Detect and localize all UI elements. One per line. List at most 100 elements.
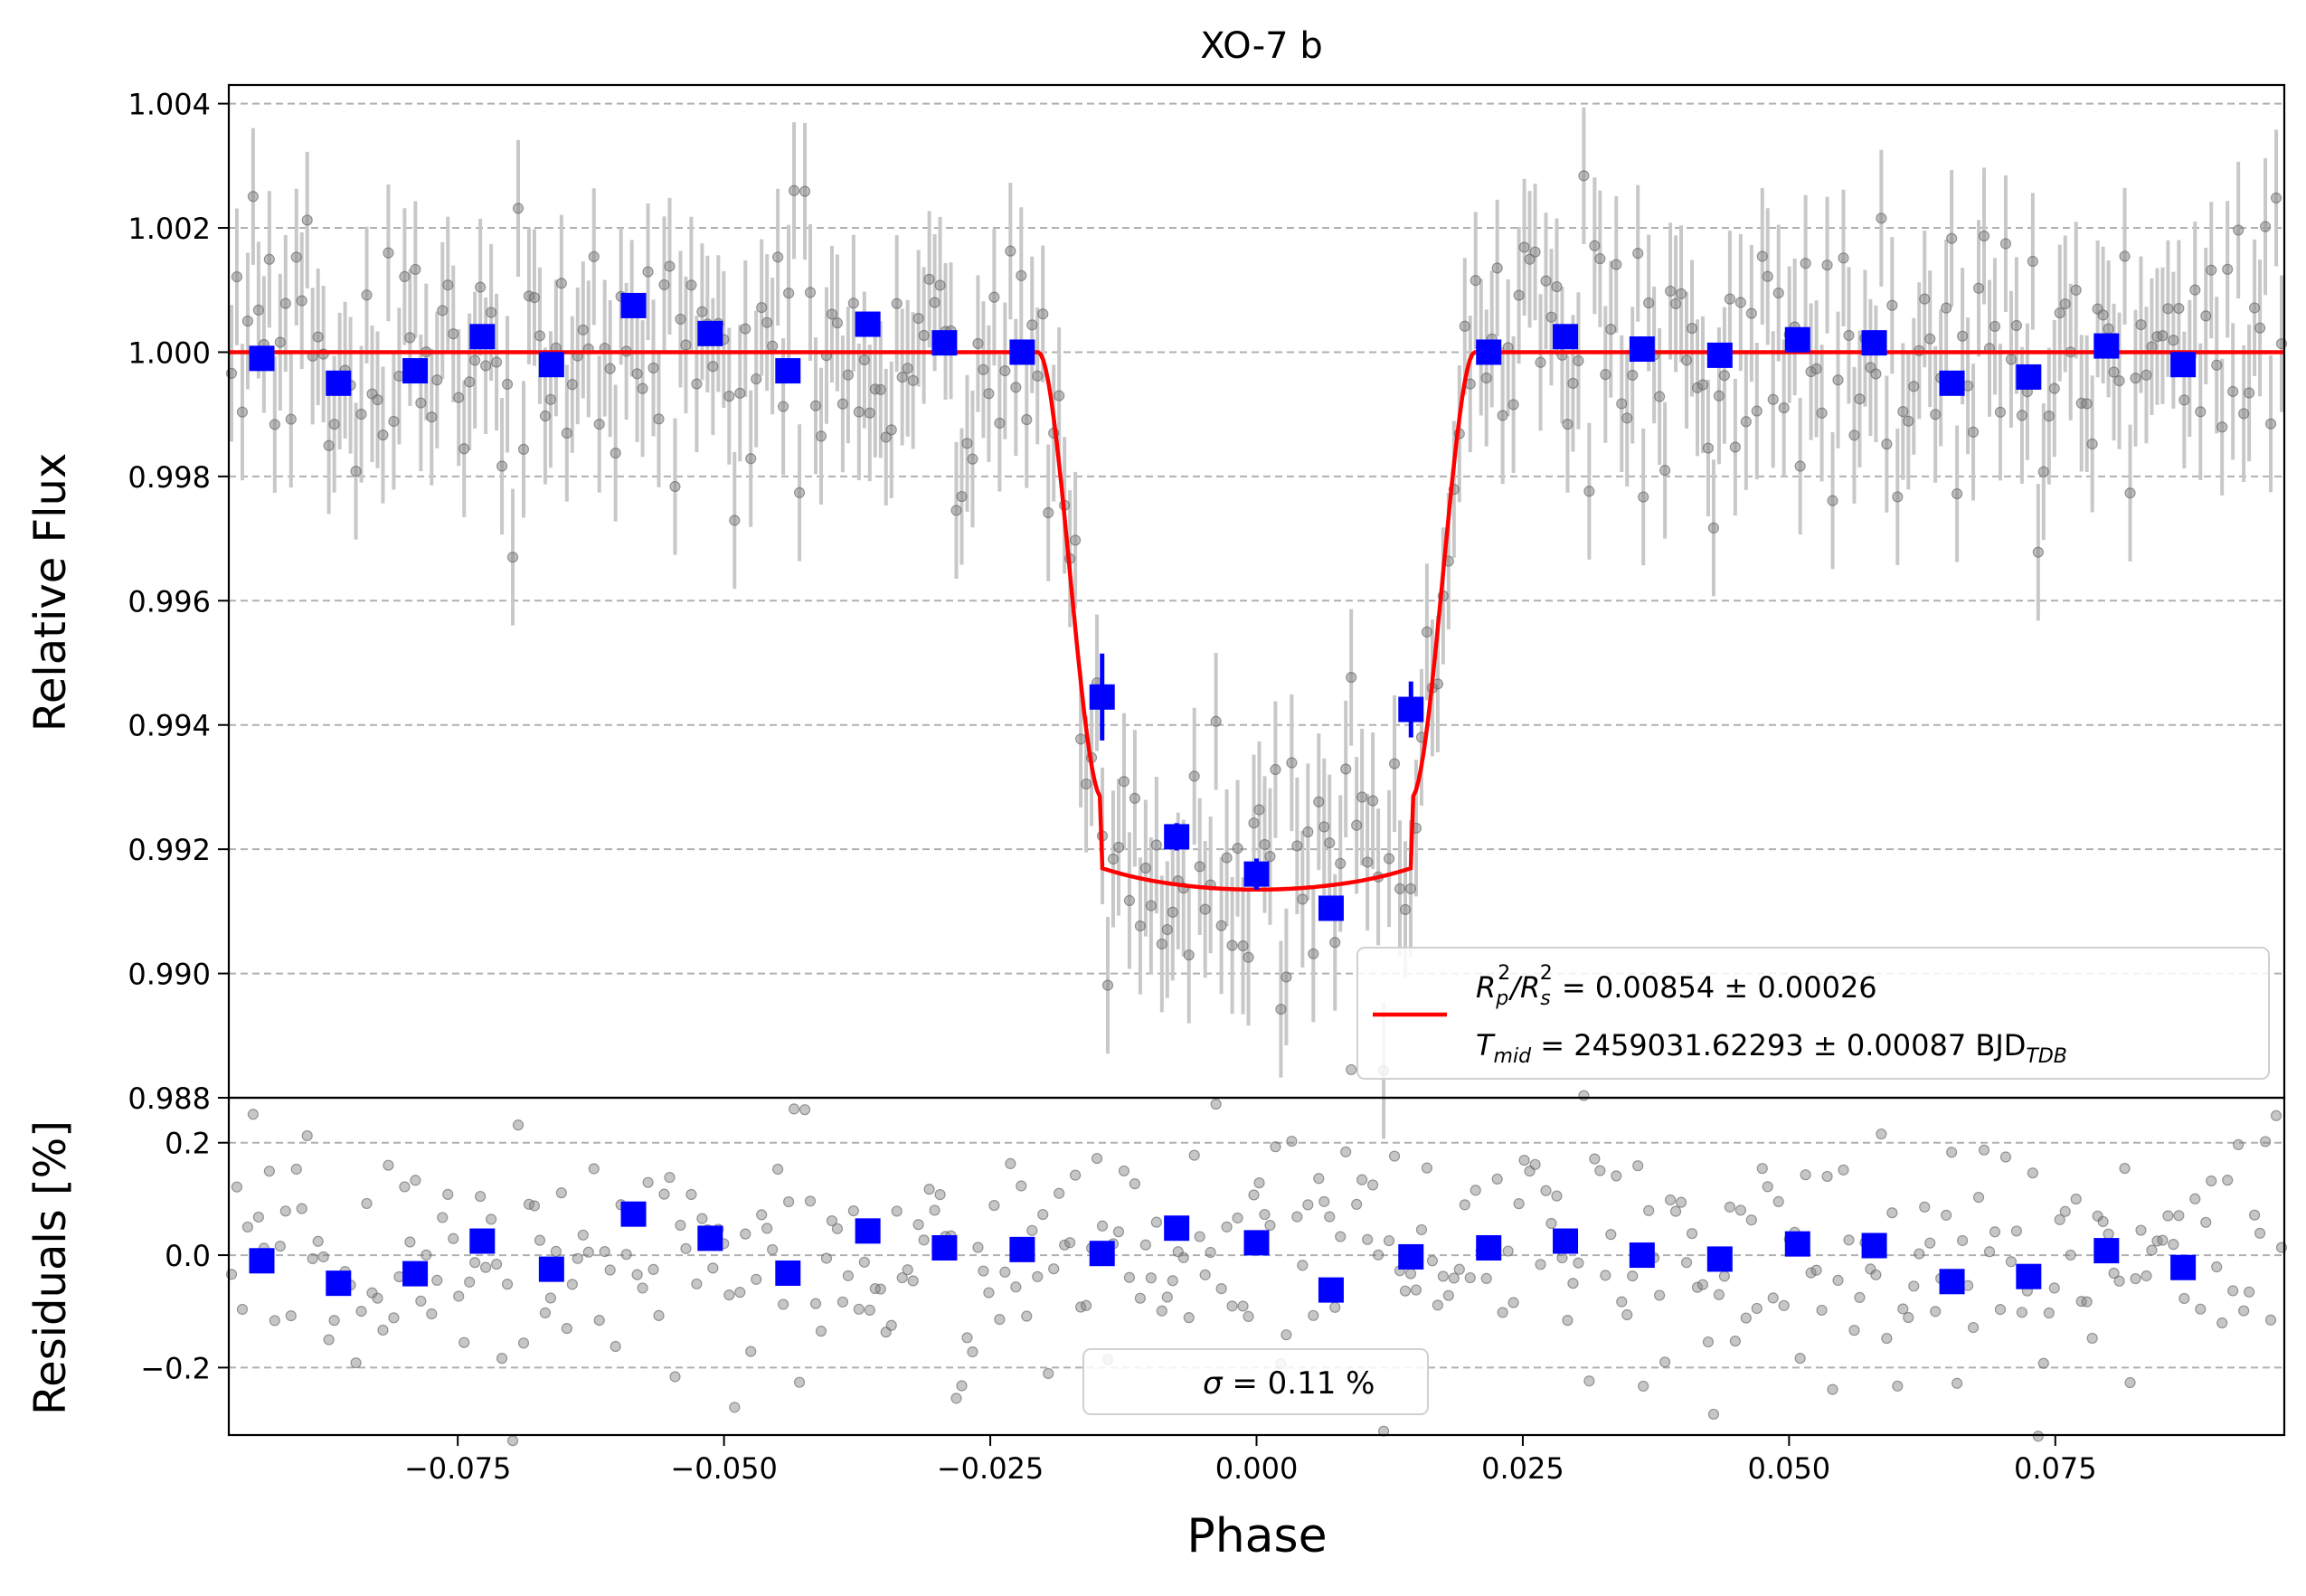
binned-residual-point	[2016, 1263, 2042, 1289]
raw-residual-point	[778, 1299, 789, 1310]
binned-flux-point	[469, 324, 496, 350]
raw-residual-point	[923, 1184, 935, 1195]
raw-residual-point	[1351, 1198, 1363, 1211]
raw-residual-point	[1188, 1149, 1200, 1161]
raw-residual-point	[377, 1324, 389, 1336]
raw-residual-point	[745, 1346, 757, 1357]
raw-residual-point	[934, 1188, 946, 1201]
binned-residual-point	[1861, 1232, 1887, 1259]
top-y-ticks: 0.988 0.990 0.992 0.994 0.996 0.998 1.000 1.002…	[128, 88, 229, 1116]
raw-residual-point	[1205, 1246, 1216, 1259]
raw-residual-point	[1718, 1270, 1731, 1282]
raw-flux-point	[1740, 416, 1752, 428]
raw-flux-point	[1199, 903, 1211, 915]
x-tick-label: −0.075	[404, 1451, 511, 1486]
x-tick-label: −0.025	[937, 1451, 1044, 1486]
raw-flux-point	[1924, 333, 1936, 345]
binned-residual-point	[1009, 1236, 1035, 1262]
raw-residual-point	[2124, 1376, 2136, 1389]
raw-flux-point	[2059, 297, 2071, 310]
raw-residual-point	[1215, 1283, 1227, 1295]
raw-flux-point	[1941, 302, 1952, 314]
raw-flux-point	[631, 368, 643, 380]
raw-residual-point	[1005, 1157, 1016, 1170]
raw-flux-point	[1632, 248, 1644, 260]
raw-residual-point	[1946, 1147, 1958, 1158]
raw-flux-point	[1762, 270, 1773, 282]
raw-residual-point	[328, 1315, 340, 1327]
raw-residual-point	[1346, 1063, 1357, 1076]
raw-flux-point	[442, 279, 454, 291]
bottom-raw-residuals	[225, 1063, 2288, 1447]
raw-flux-point	[680, 339, 692, 351]
raw-flux-point	[1399, 903, 1412, 915]
raw-residual-point	[2027, 1167, 2038, 1179]
raw-residual-point	[891, 1205, 903, 1217]
raw-residual-point	[1972, 1192, 1985, 1204]
raw-residual-point	[1302, 1199, 1314, 1211]
top-y-tick-label: 0.990	[128, 958, 211, 992]
raw-residual-point	[1221, 1221, 1233, 1232]
raw-residual-point	[1800, 1169, 1811, 1181]
legend-tdb-sub: TDB	[2026, 1045, 2066, 1068]
raw-residual-point	[361, 1197, 373, 1210]
raw-flux-point	[2222, 263, 2234, 275]
binned-residual-point	[855, 1218, 881, 1244]
raw-residual-point	[1112, 1226, 1125, 1238]
raw-flux-point	[978, 364, 989, 375]
raw-flux-point	[1480, 372, 1492, 384]
raw-flux-point	[2270, 192, 2282, 204]
binned-flux-point	[1089, 684, 1115, 710]
raw-residual-point	[279, 1205, 291, 1217]
raw-residual-point	[1210, 1098, 1222, 1110]
raw-flux-point	[902, 363, 913, 374]
raw-residual-point	[1410, 1284, 1422, 1296]
raw-residual-point	[858, 1256, 870, 1268]
binned-flux-point	[1861, 330, 1887, 356]
raw-residual-point	[566, 1279, 578, 1290]
raw-flux-point	[2254, 322, 2266, 334]
raw-flux-point	[517, 443, 530, 456]
raw-flux-point	[1999, 238, 2012, 250]
bottom-legend-box	[1082, 1348, 1429, 1415]
raw-residual-point	[2054, 1214, 2065, 1225]
raw-flux-point	[1664, 285, 1677, 297]
raw-residual-point	[907, 1275, 919, 1287]
raw-flux-point	[1470, 275, 1481, 287]
raw-residual-point	[241, 1221, 254, 1233]
raw-residual-point	[1032, 1270, 1044, 1282]
raw-flux-point	[1707, 522, 1720, 534]
bottom-y-axis-label: Residuals [%]	[25, 1120, 76, 1415]
binned-flux-point	[1784, 326, 1810, 353]
bottom-y-ticks: −0.2 0.0 0.2	[140, 1127, 229, 1385]
raw-residual-point	[1513, 1198, 1525, 1210]
bottom-legend: σ = 0.11 %	[1082, 1348, 1429, 1415]
raw-flux-point	[1854, 393, 1866, 405]
raw-flux-point	[2048, 382, 2060, 394]
raw-flux-point	[1021, 413, 1033, 426]
raw-flux-point	[858, 354, 870, 366]
raw-flux-point	[907, 374, 919, 386]
raw-flux-point	[1734, 297, 1746, 308]
raw-flux-point	[1367, 795, 1379, 807]
raw-residual-point	[2135, 1224, 2147, 1236]
binned-residual-point	[620, 1201, 647, 1227]
raw-residual-point	[1021, 1310, 1033, 1322]
raw-residual-point	[1080, 1299, 1092, 1311]
raw-flux-point	[1404, 883, 1417, 894]
raw-residual-point	[2070, 1193, 2082, 1205]
binned-flux-point	[1939, 370, 1965, 396]
raw-residual-point	[1313, 1173, 1325, 1185]
raw-flux-point	[1827, 495, 1838, 506]
raw-flux-point	[1870, 368, 1882, 380]
raw-flux-point	[1264, 851, 1276, 863]
legend-sigma: σ = 0.11 %	[1203, 1365, 1375, 1402]
raw-residual-point	[658, 1188, 670, 1200]
raw-residual-point	[323, 1334, 335, 1346]
binned-flux-point	[1164, 824, 1190, 850]
raw-flux-point	[1540, 275, 1552, 287]
raw-residual-point	[383, 1159, 394, 1171]
raw-flux-point	[1897, 406, 1909, 418]
raw-flux-point	[864, 407, 875, 419]
raw-residual-point	[793, 1376, 806, 1388]
